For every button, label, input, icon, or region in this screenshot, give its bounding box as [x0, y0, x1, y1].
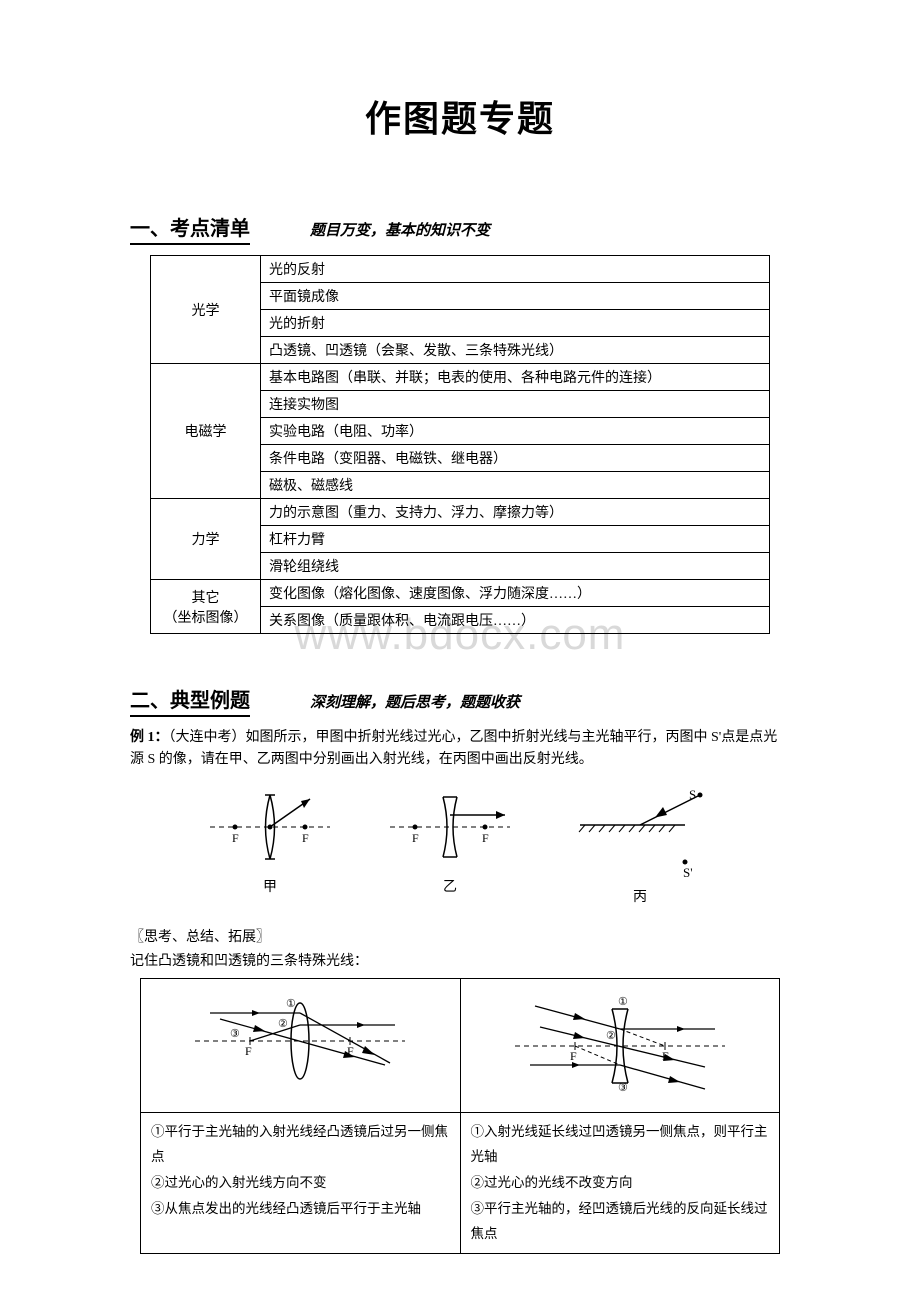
svg-text:②: ② — [278, 1018, 288, 1030]
item-cell: 凸透镜、凹透镜（会聚、发散、三条特殊光线） — [261, 337, 770, 364]
lens-rule-line: ②过光心的光线不改变方向 — [471, 1170, 770, 1196]
svg-text:F: F — [412, 831, 419, 845]
lens-rule-line: ①平行于主光轴的入射光线经凸透镜后过另一侧焦点 — [151, 1119, 450, 1170]
lens-rule-line: ②过光心的入射光线方向不变 — [151, 1170, 450, 1196]
svg-text:F: F — [302, 831, 309, 845]
item-cell: 杠杆力臂 — [261, 526, 770, 553]
thinking-subtitle: 记住凸透镜和凹透镜的三条特殊光线： — [130, 950, 790, 970]
convex-lens-rules-cell: ①平行于主光轴的入射光线经凸透镜后过另一侧焦点②过光心的入射光线方向不变③从焦点… — [141, 1112, 461, 1253]
item-cell: 力的示意图（重力、支持力、浮力、摩擦力等） — [261, 499, 770, 526]
concave-lens-diagram: F F — [385, 787, 515, 867]
category-cell: 光学 — [151, 256, 261, 364]
section2-header: 二、典型例题 深刻理解，题后思考，题题收获 — [130, 684, 790, 717]
convex-lens-rays-cell: F F ① ② ③ — [141, 978, 461, 1112]
section1-header: 一、考点清单 题目万变，基本的知识不变 — [130, 212, 790, 245]
category-cell: 其它（坐标图像） — [151, 580, 261, 634]
item-cell: 平面镜成像 — [261, 283, 770, 310]
svg-text:①: ① — [618, 996, 628, 1008]
svg-text:F: F — [482, 831, 489, 845]
diagram-jia-label: 甲 — [205, 876, 335, 896]
thinking-header: 〖思考、总结、拓展〗 — [130, 926, 790, 946]
item-cell: 磁极、磁感线 — [261, 472, 770, 499]
item-cell: 变化图像（熔化图像、速度图像、浮力随深度……） — [261, 580, 770, 607]
svg-text:S': S' — [683, 865, 693, 877]
example-1-text: 例 1：（大连中考）如图所示，甲图中折射光线过光心，乙图中折射光线与主光轴平行，… — [130, 727, 790, 772]
convex-lens-diagram: F F — [205, 787, 335, 867]
convex-lens-rays-diagram: F F ① ② ③ — [190, 991, 410, 1086]
lens-rule-line: ③从焦点发出的光线经凸透镜后平行于主光轴 — [151, 1196, 450, 1222]
concave-lens-rays-diagram: F F ① ② — [510, 991, 730, 1096]
item-cell: 滑轮组绕线 — [261, 553, 770, 580]
concave-lens-rules-cell: ①入射光线延长线过凹透镜另一侧焦点，则平行主光轴②过光心的光线不改变方向③平行主… — [460, 1112, 780, 1253]
diagram-yi-label: 乙 — [385, 876, 515, 896]
lens-rules-table: F F ① ② ③ — [140, 978, 780, 1254]
item-cell: 连接实物图 — [261, 391, 770, 418]
section2-subtitle: 深刻理解，题后思考，题题收获 — [310, 691, 520, 712]
diagram-jia: F F 甲 — [205, 787, 335, 906]
mirror-diagram: S S' — [565, 787, 715, 877]
category-cell: 电磁学 — [151, 364, 261, 499]
diagram-yi: F F 乙 — [385, 787, 515, 906]
lens-rule-line: ③平行主光轴的，经凹透镜后光线的反向延长线过焦点 — [471, 1196, 770, 1247]
item-cell: 条件电路（变阻器、电磁铁、继电器） — [261, 445, 770, 472]
example-source: （大连中考） — [169, 730, 246, 745]
svg-text:③: ③ — [230, 1028, 240, 1040]
svg-text:F: F — [245, 1044, 252, 1058]
svg-text:③: ③ — [618, 1082, 628, 1094]
page-title: 作图题专题 — [130, 90, 790, 142]
item-cell: 光的反射 — [261, 256, 770, 283]
item-cell: 基本电路图（串联、并联；电表的使用、各种电路元件的连接） — [261, 364, 770, 391]
svg-text:F: F — [570, 1049, 577, 1063]
example-diagrams: F F 甲 F F — [130, 787, 790, 906]
example-label: 例 1： — [130, 730, 169, 745]
item-cell: 关系图像（质量跟体积、电流跟电压……） — [261, 607, 770, 634]
section2-title: 二、典型例题 — [130, 684, 250, 717]
lens-rule-line: ①入射光线延长线过凹透镜另一侧焦点，则平行主光轴 — [471, 1119, 770, 1170]
diagram-bing-label: 丙 — [565, 886, 715, 906]
svg-text:②: ② — [606, 1030, 616, 1042]
svg-text:F: F — [232, 831, 239, 845]
item-cell: 实验电路（电阻、功率） — [261, 418, 770, 445]
diagram-bing: S S' 丙 — [565, 787, 715, 906]
section1-subtitle: 题目万变，基本的知识不变 — [310, 219, 490, 240]
svg-text:①: ① — [286, 998, 296, 1010]
section1-title: 一、考点清单 — [130, 212, 250, 245]
concave-lens-rays-cell: F F ① ② — [460, 978, 780, 1112]
item-cell: 光的折射 — [261, 310, 770, 337]
category-cell: 力学 — [151, 499, 261, 580]
exam-points-table: 光学光的反射平面镜成像光的折射凸透镜、凹透镜（会聚、发散、三条特殊光线）电磁学基… — [150, 255, 770, 634]
